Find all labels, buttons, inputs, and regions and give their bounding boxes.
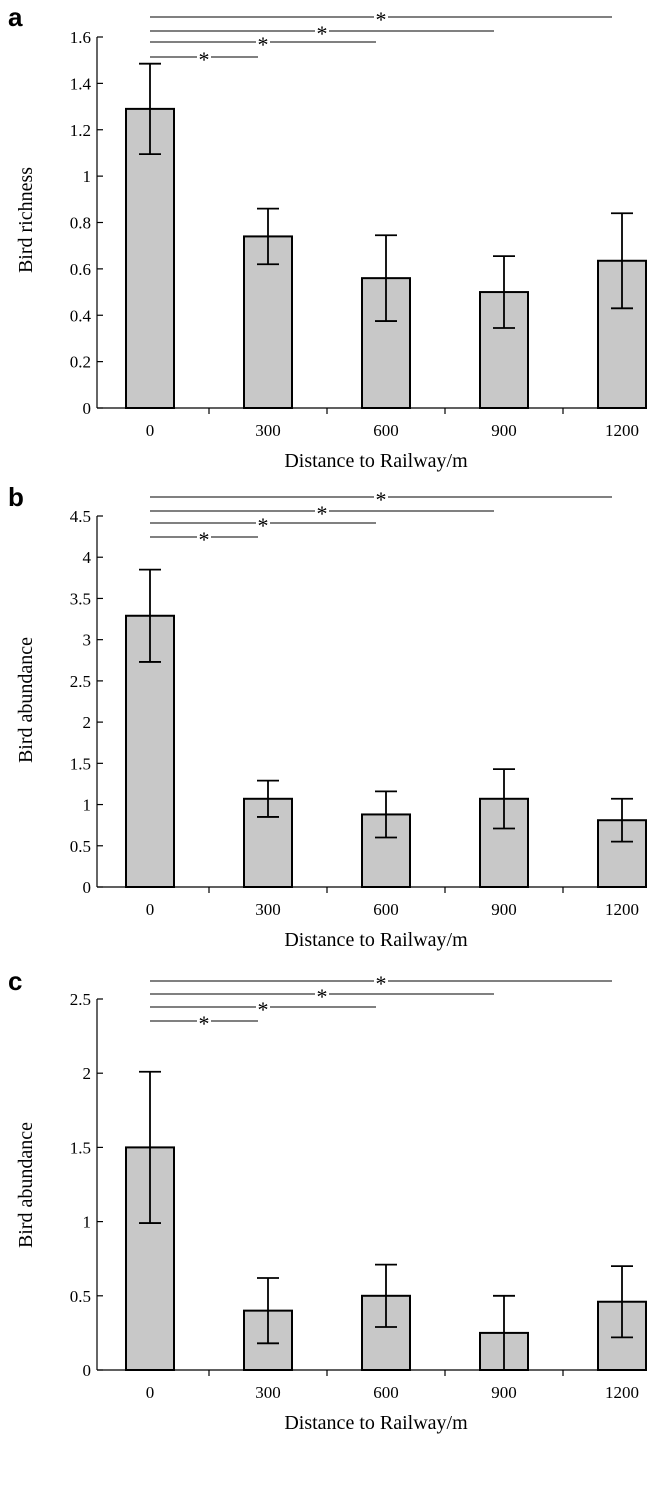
x-tick-label: 300 (255, 421, 281, 440)
y-tick-label: 1.4 (70, 74, 92, 93)
y-tick-label: 1.2 (70, 121, 91, 140)
chart-panel-c: c 0 0.5 1 1.5 2 2.5 0 300 600 900 1200 * * * * Distance … (8, 966, 647, 1434)
x-tick-label: 600 (373, 1383, 399, 1402)
bar-0 (125, 1146, 175, 1372)
significance-star: * (258, 513, 269, 538)
chart-panel-a: a 0 0.2 0.4 0.6 0.8 1 1.2 1.4 1.6 0 300 600 900 1200 * *… (8, 2, 647, 472)
significance-star-bg (197, 531, 211, 543)
x-tick-label: 900 (491, 421, 517, 440)
x-tick-label: 600 (373, 421, 399, 440)
x-axis-title: Distance to Railway/m (284, 1412, 468, 1434)
y-tick-label: 1.5 (70, 1138, 91, 1157)
y-tick-label: 2 (83, 1064, 92, 1083)
y-tick-label: 3 (83, 631, 92, 650)
x-tick-label: 300 (255, 1383, 281, 1402)
significance-star-bg (315, 25, 329, 37)
x-tick-label: 0 (146, 1383, 155, 1402)
x-tick-label: 1200 (605, 900, 639, 919)
significance-star: * (199, 1011, 210, 1036)
panel-letter: b (8, 482, 24, 512)
y-tick-label: 1 (83, 167, 92, 186)
y-axis-title: Bird abundance (15, 637, 37, 763)
significance-star-bg (256, 36, 270, 48)
y-tick-label: 1.5 (70, 754, 91, 773)
significance-star-bg (256, 1001, 270, 1013)
y-tick-label: 4 (83, 548, 92, 567)
y-tick-label: 0.6 (70, 260, 91, 279)
significance-star: * (317, 21, 328, 46)
significance-star: * (258, 997, 269, 1022)
y-tick-label: 0 (83, 399, 92, 418)
y-tick-label: 0.5 (70, 1287, 91, 1306)
significance-star-bg (315, 505, 329, 517)
y-tick-label: 3.5 (70, 589, 91, 608)
y-tick-label: 0.5 (70, 837, 91, 856)
x-tick-label: 900 (491, 900, 517, 919)
y-tick-label: 0.4 (70, 306, 92, 325)
x-axis-title: Distance to Railway/m (284, 929, 468, 951)
y-tick-label: 1 (83, 796, 92, 815)
significance-star-bg (256, 517, 270, 529)
x-tick-label: 600 (373, 900, 399, 919)
y-tick-label: 4.5 (70, 507, 91, 526)
x-tick-label: 0 (146, 421, 155, 440)
significance-star: * (199, 527, 210, 552)
significance-star: * (199, 47, 210, 72)
panel-letter: a (8, 2, 23, 32)
significance-star-bg (197, 51, 211, 63)
y-tick-label: 1.6 (70, 28, 91, 47)
significance-star: * (317, 501, 328, 526)
y-tick-label: 0.8 (70, 214, 91, 233)
y-axis-title: Bird richness (15, 167, 37, 273)
y-tick-label: 0.2 (70, 353, 91, 372)
x-axis-title: Distance to Railway/m (284, 450, 468, 472)
significance-star: * (317, 984, 328, 1009)
y-tick-label: 2.5 (70, 990, 91, 1009)
significance-star: * (258, 32, 269, 57)
x-tick-label: 1200 (605, 421, 639, 440)
panel-letter: c (8, 966, 22, 996)
significance-star-bg (315, 988, 329, 1000)
chart-panel-b: b 0 0.5 1 1.5 2 2.5 3 3.5 4 4.5 0 300 600 900 1200 * * * * D… (8, 482, 647, 951)
y-tick-label: 1 (83, 1213, 92, 1232)
x-tick-label: 0 (146, 900, 155, 919)
bar-0 (125, 107, 175, 409)
significance-star: * (376, 487, 387, 512)
y-tick-label: 0 (83, 1361, 92, 1380)
y-tick-label: 2 (83, 713, 92, 732)
significance-star-bg (197, 1015, 211, 1027)
x-tick-label: 1200 (605, 1383, 639, 1402)
significance-star-bg (374, 11, 388, 23)
y-axis-title: Bird abundance (15, 1122, 37, 1248)
significance-star-bg (374, 491, 388, 503)
y-tick-label: 2.5 (70, 672, 91, 691)
significance-star: * (376, 7, 387, 32)
significance-star-bg (374, 975, 388, 987)
x-tick-label: 900 (491, 1383, 517, 1402)
x-tick-label: 300 (255, 900, 281, 919)
y-tick-label: 0 (83, 878, 92, 897)
significance-star: * (376, 971, 387, 996)
